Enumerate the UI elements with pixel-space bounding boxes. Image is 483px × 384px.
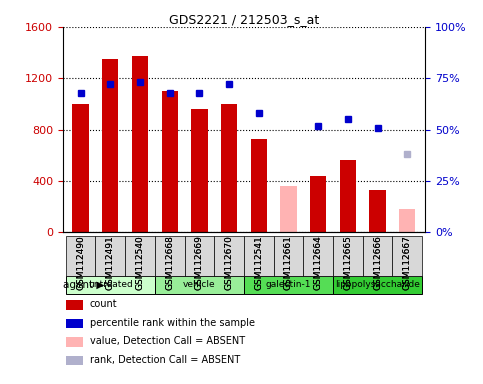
FancyBboxPatch shape [333,276,422,294]
Bar [67,356,83,365]
Text: GSM112541: GSM112541 [254,235,263,290]
FancyBboxPatch shape [185,235,214,276]
Title: GDS2221 / 212503_s_at: GDS2221 / 212503_s_at [169,13,319,26]
FancyBboxPatch shape [363,235,392,276]
Bar [251,139,267,232]
Bar [102,59,118,232]
Bar [369,190,386,232]
Text: GSM112666: GSM112666 [373,235,382,290]
Text: GSM112668: GSM112668 [165,235,174,290]
Text: GSM112667: GSM112667 [403,235,412,290]
Text: GSM112669: GSM112669 [195,235,204,290]
Text: agent ▶: agent ▶ [63,280,105,290]
Text: GSM112491: GSM112491 [106,235,115,290]
FancyBboxPatch shape [214,235,244,276]
Text: GSM112661: GSM112661 [284,235,293,290]
Text: percentile rank within the sample: percentile rank within the sample [90,318,255,328]
Text: GSM112490: GSM112490 [76,235,85,290]
FancyBboxPatch shape [244,235,273,276]
Text: GSM112667: GSM112667 [403,235,412,290]
Text: lipopolysaccharide: lipopolysaccharide [335,280,420,290]
Bar [221,104,237,232]
Text: GSM112668: GSM112668 [165,235,174,290]
FancyBboxPatch shape [333,235,363,276]
Text: GSM112541: GSM112541 [254,235,263,290]
FancyBboxPatch shape [155,276,244,294]
Text: untreated: untreated [88,280,133,290]
FancyBboxPatch shape [273,235,303,276]
Text: GSM112666: GSM112666 [373,235,382,290]
Text: GSM112540: GSM112540 [136,235,144,290]
Bar [72,104,89,232]
Text: GSM112664: GSM112664 [313,235,323,290]
Text: GSM112664: GSM112664 [313,235,323,290]
FancyBboxPatch shape [392,235,422,276]
Text: rank, Detection Call = ABSENT: rank, Detection Call = ABSENT [90,355,240,365]
FancyBboxPatch shape [303,235,333,276]
Bar [161,91,178,232]
Text: GSM112540: GSM112540 [136,235,144,290]
Bar [67,337,83,346]
Bar [280,186,297,232]
FancyBboxPatch shape [244,276,333,294]
Text: GSM112661: GSM112661 [284,235,293,290]
Bar [191,109,208,232]
Bar [67,300,83,310]
FancyBboxPatch shape [155,235,185,276]
Text: GSM112491: GSM112491 [106,235,115,290]
Bar [67,319,83,328]
Bar [310,176,327,232]
Text: GSM112665: GSM112665 [343,235,352,290]
Text: count: count [90,300,117,310]
Text: GSM112665: GSM112665 [343,235,352,290]
FancyBboxPatch shape [96,235,125,276]
Text: vehicle: vehicle [183,280,216,290]
FancyBboxPatch shape [66,276,155,294]
Bar [132,56,148,232]
Bar [399,209,415,232]
FancyBboxPatch shape [66,235,96,276]
Text: GSM112669: GSM112669 [195,235,204,290]
Text: galectin-1: galectin-1 [266,280,311,290]
Bar [340,161,356,232]
Text: GSM112490: GSM112490 [76,235,85,290]
FancyBboxPatch shape [125,235,155,276]
Text: GSM112670: GSM112670 [225,235,234,290]
Text: GSM112670: GSM112670 [225,235,234,290]
Text: value, Detection Call = ABSENT: value, Detection Call = ABSENT [90,336,245,346]
